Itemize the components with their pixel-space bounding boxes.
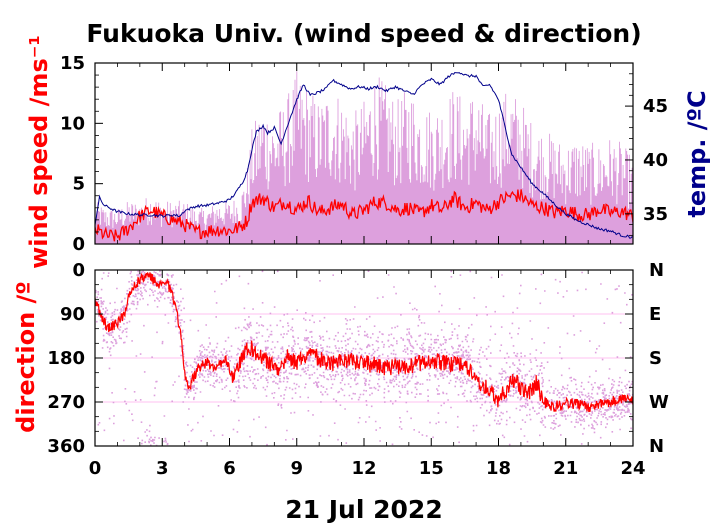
temperature-tick-label: 35 bbox=[643, 204, 668, 225]
direction-scatter bbox=[95, 270, 633, 446]
direction-axis-label: direction /º bbox=[12, 281, 40, 433]
x-tick-label: 9 bbox=[290, 458, 303, 479]
wind-direction-series bbox=[95, 270, 633, 446]
wind-speed-tick-label: 5 bbox=[72, 174, 85, 195]
wind-speed-tick-label: 0 bbox=[72, 234, 85, 255]
wind-speed-line bbox=[95, 189, 633, 242]
compass-tick-label: N bbox=[649, 260, 664, 281]
wind-speed-tick-label: 10 bbox=[60, 113, 85, 134]
temperature-line bbox=[95, 71, 633, 239]
direction-tick-label: 0 bbox=[72, 260, 85, 281]
x-tick-label: 15 bbox=[419, 458, 444, 479]
compass-tick-label: N bbox=[649, 436, 664, 457]
x-tick-label: 6 bbox=[223, 458, 236, 479]
wind-speed-ticks: 0 5 10 15 35 40 45 bbox=[60, 53, 668, 255]
x-tick-label: 3 bbox=[156, 458, 169, 479]
direction-tick-label: 270 bbox=[47, 392, 85, 413]
wind-direction-ticks: 0 3 6 9 12 15 18 21 24 0 N 90 E 180 S 270 W 360 N bbox=[47, 260, 669, 479]
direction-line bbox=[95, 272, 633, 413]
direction-tick-label: 90 bbox=[60, 304, 85, 325]
direction-tick-label: 360 bbox=[47, 436, 85, 457]
wind-gust-band bbox=[95, 71, 633, 244]
x-tick-label: 24 bbox=[620, 458, 645, 479]
x-tick-label: 12 bbox=[351, 458, 376, 479]
wind-speed-series bbox=[95, 71, 633, 244]
direction-tick-label: 180 bbox=[47, 348, 85, 369]
x-tick-label: 21 bbox=[553, 458, 578, 479]
wind-speed-axis-label: wind speed /ms⁻¹ bbox=[25, 35, 53, 269]
wind-speed-panel: 0 5 10 15 35 40 45 wind speed /ms⁻¹ temp. /ºC bbox=[25, 35, 711, 269]
x-tick-label: 18 bbox=[486, 458, 511, 479]
chart-title: Fukuoka Univ. (wind speed & direction) bbox=[86, 19, 641, 48]
wind-speed-tick-label: 15 bbox=[60, 53, 85, 74]
x-tick-label: 0 bbox=[89, 458, 102, 479]
temperature-tick-label: 45 bbox=[643, 96, 668, 117]
wind-direction-panel: 0 3 6 9 12 15 18 21 24 0 N 90 E 180 S 270 W 360 N directio… bbox=[12, 260, 669, 479]
temperature-tick-label: 40 bbox=[643, 150, 668, 171]
date-axis-label: 21 Jul 2022 bbox=[285, 495, 442, 524]
compass-tick-label: S bbox=[649, 348, 662, 369]
temperature-axis-label: temp. /ºC bbox=[683, 90, 711, 217]
compass-tick-label: E bbox=[649, 304, 661, 325]
compass-tick-label: W bbox=[649, 392, 669, 413]
